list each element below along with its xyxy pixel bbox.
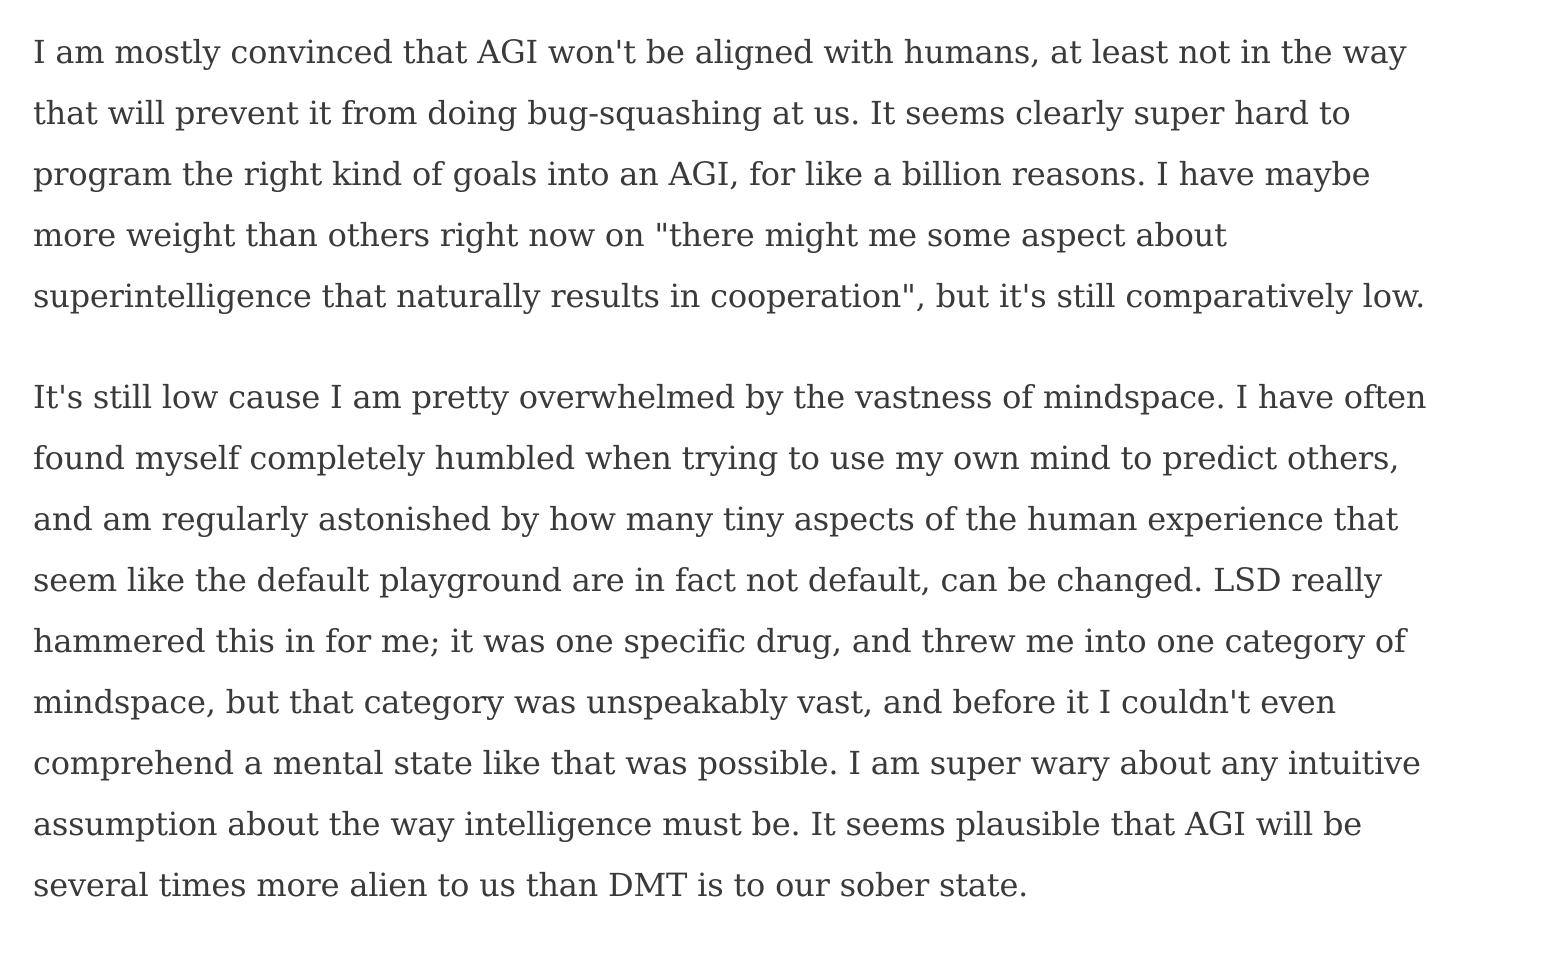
text-line: found myself completely humbled when try… xyxy=(33,439,1400,477)
text-line: more weight than others right now on "th… xyxy=(33,216,1227,254)
text-line: comprehend a mental state like that was … xyxy=(33,744,1421,782)
text-line: It's still low cause I am pretty overwhe… xyxy=(33,378,1427,416)
text-line: I am mostly convinced that AGI won't be … xyxy=(33,33,1407,71)
text-line: program the right kind of goals into an … xyxy=(33,155,1371,193)
text-line: several times more alien to us than DMT … xyxy=(33,866,1029,904)
text-line: and am regularly astonished by how many … xyxy=(33,500,1399,538)
paragraph-1: I am mostly convinced that AGI won't be … xyxy=(33,22,1528,327)
text-line: superintelligence that naturally results… xyxy=(33,277,1426,315)
text-line: hammered this in for me; it was one spec… xyxy=(33,622,1406,660)
paragraph-2: It's still low cause I am pretty overwhe… xyxy=(33,367,1528,916)
text-line: mindspace, but that category was unspeak… xyxy=(33,683,1336,721)
text-line: seem like the default playground are in … xyxy=(33,561,1382,599)
text-line: assumption about the way intelligence mu… xyxy=(33,805,1362,843)
article-body: I am mostly convinced that AGI won't be … xyxy=(33,22,1528,956)
text-line: that will prevent it from doing bug-squa… xyxy=(33,94,1351,132)
